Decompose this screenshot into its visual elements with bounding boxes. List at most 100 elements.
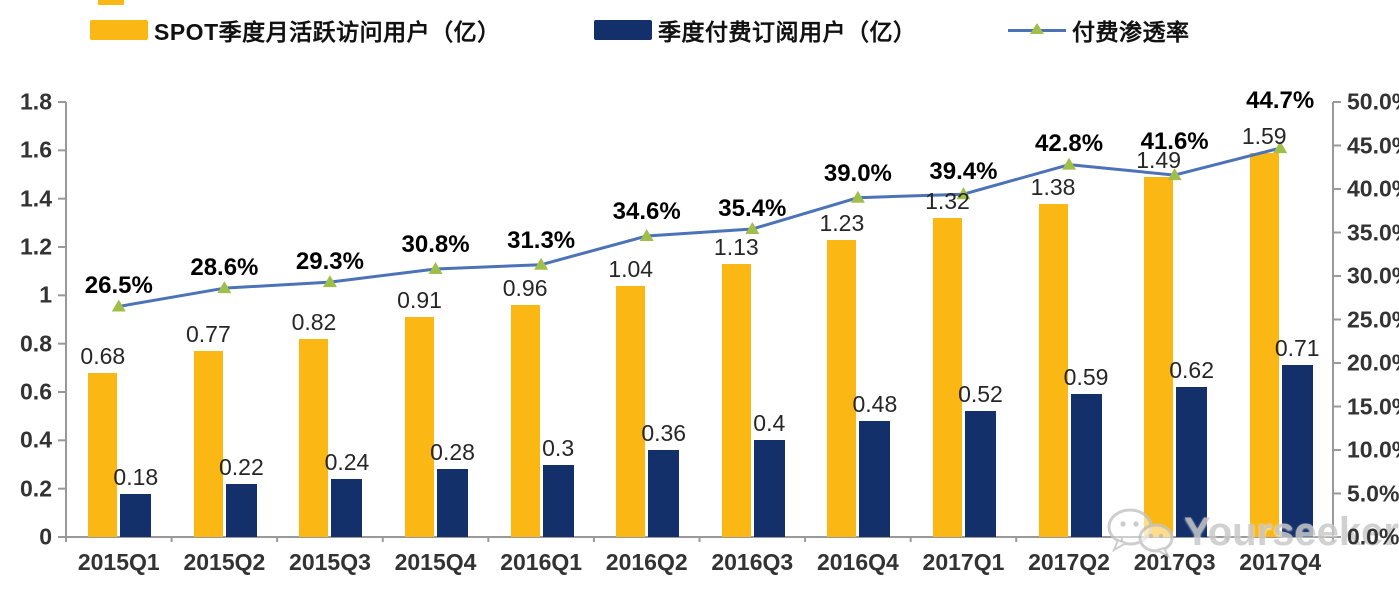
mau-value-label-2015Q3: 0.82 <box>291 308 337 335</box>
right-axis-tick-label: 35.0% <box>1347 219 1399 245</box>
penetration-label-2016Q4: 39.0% <box>823 159 892 187</box>
subs-value-label-2015Q3: 0.24 <box>324 449 370 475</box>
bar-mau-2016Q4 <box>827 239 857 537</box>
mau-value-label-2016Q3: 1.13 <box>713 233 759 260</box>
bar-subs-2015Q2 <box>225 483 257 537</box>
wechat-icon <box>1107 508 1174 558</box>
mau-legend-swatch <box>90 20 148 40</box>
x-axis-label-2017Q2: 2017Q2 <box>1028 549 1110 575</box>
bar-subs-2016Q4 <box>859 421 891 537</box>
subs-value-label-2016Q3: 0.4 <box>753 410 786 437</box>
right-axis-tick-label: 10.0% <box>1347 436 1399 463</box>
legend-item-subs: 季度付费订阅用户（亿） <box>594 16 917 45</box>
penetration-label-2016Q1: 31.3% <box>507 226 576 254</box>
bar-mau-2016Q3 <box>721 263 751 537</box>
subs-value-label-2017Q1: 0.52 <box>958 381 1003 408</box>
subs-value-label-2015Q2: 0.22 <box>218 453 264 480</box>
x-axis-label-2015Q4: 2015Q4 <box>394 549 477 575</box>
bar-subs-2015Q4 <box>437 469 469 537</box>
bar-subs-2017Q3 <box>1176 387 1208 537</box>
left-axis-tick-label: 1.4 <box>20 185 52 212</box>
cropped-yellow-artifact <box>98 0 124 5</box>
mau-value-label-2016Q1: 0.96 <box>502 275 548 301</box>
x-axis-label-2016Q4: 2016Q4 <box>816 549 899 575</box>
bar-mau-2016Q1 <box>510 305 540 537</box>
bar-subs-2015Q3 <box>331 479 363 537</box>
left-axis-tick-label: 1.8 <box>20 88 52 115</box>
left-axis-tick-label: 0.4 <box>20 426 52 453</box>
penetration-label-2017Q1: 39.4% <box>929 158 998 186</box>
penetration-label-2015Q3: 29.3% <box>295 248 364 276</box>
bar-mau-2015Q4 <box>405 317 435 537</box>
penetration-label-2015Q1: 26.5% <box>84 272 153 300</box>
mau-value-label-2015Q2: 0.77 <box>185 320 231 347</box>
bar-subs-2017Q4 <box>1281 365 1313 537</box>
mau-value-label-2016Q4: 1.23 <box>819 209 865 236</box>
bar-mau-2017Q1 <box>932 218 962 537</box>
subs-value-label-2015Q4: 0.28 <box>430 439 475 466</box>
x-axis-label-2016Q3: 2016Q3 <box>711 549 794 575</box>
mau-value-label-2017Q4: 1.59 <box>1241 122 1287 149</box>
x-axis-label-2015Q3: 2015Q3 <box>289 549 371 575</box>
subs-legend-label: 季度付费订阅用户（亿） <box>658 19 917 45</box>
left-axis-tick-label: 0 <box>39 523 52 550</box>
penetration-label-2015Q2: 28.6% <box>190 254 259 282</box>
legend-item-penetration: 付费渗透率 <box>1008 16 1190 45</box>
bar-subs-2017Q2 <box>1070 394 1102 537</box>
x-axis-label-2016Q2: 2016Q2 <box>605 549 688 575</box>
right-axis-tick-label: 20.0% <box>1347 349 1399 376</box>
left-axis-tick-label: 1.6 <box>20 136 52 163</box>
left-axis-tick-label: 1.2 <box>20 233 52 260</box>
right-axis-tick-label: 15.0% <box>1347 393 1399 419</box>
subs-value-label-2016Q1: 0.3 <box>542 434 575 461</box>
triangle-marker-icon <box>1030 23 1044 34</box>
bar-subs-2016Q1 <box>542 464 574 537</box>
x-axis-label-2017Q1: 2017Q1 <box>922 549 1005 575</box>
left-axis-tick-label: 1 <box>39 281 52 308</box>
x-axis-label-2016Q1: 2016Q1 <box>500 549 583 575</box>
left-axis-tick-label: 0.6 <box>20 378 52 405</box>
watermark-text: Yourseeker <box>1184 509 1399 554</box>
subs-value-label-2017Q3: 0.62 <box>1169 357 1215 384</box>
subs-value-label-2017Q2: 0.59 <box>1063 364 1109 391</box>
bar-subs-2017Q1 <box>964 411 996 537</box>
penetration-label-2017Q2: 42.8% <box>1035 129 1104 157</box>
penetration-label-2017Q4: 44.7% <box>1246 87 1315 115</box>
bar-mau-2015Q3 <box>299 338 329 537</box>
right-axis-tick-label: 0.0% <box>1347 523 1399 550</box>
x-axis-label-2015Q2: 2015Q2 <box>183 549 266 575</box>
penetration-legend-marker <box>1008 20 1066 40</box>
watermark: Yourseeker <box>1104 506 1399 558</box>
subs-legend-swatch <box>594 20 652 40</box>
penetration-label-2016Q2: 34.6% <box>612 197 681 225</box>
mau-legend-label: SPOT季度月活跃访问用户（亿） <box>154 19 501 45</box>
subs-value-label-2016Q4: 0.48 <box>852 391 898 417</box>
right-axis-tick-label: 30.0% <box>1347 262 1399 289</box>
bar-subs-2016Q2 <box>648 450 680 537</box>
mau-value-label-2017Q1: 1.32 <box>925 188 970 214</box>
right-axis-tick-label: 5.0% <box>1347 480 1399 506</box>
bar-subs-2015Q1 <box>120 493 152 537</box>
subs-value-label-2017Q4: 0.71 <box>1274 335 1320 362</box>
right-axis-tick-label: 45.0% <box>1347 132 1399 158</box>
x-axis-label-2017Q4: 2017Q4 <box>1239 549 1322 575</box>
penetration-label-2016Q3: 35.4% <box>718 195 787 223</box>
right-axis-tick-label: 40.0% <box>1347 175 1399 202</box>
x-axis-label-2015Q1: 2015Q1 <box>77 549 160 575</box>
x-axis-label-2017Q3: 2017Q3 <box>1133 549 1216 575</box>
right-axis-tick-label: 50.0% <box>1347 88 1399 115</box>
bar-mau-2015Q2 <box>193 350 223 537</box>
penetration-label-2017Q3: 41.6% <box>1140 128 1209 156</box>
subs-value-label-2016Q2: 0.36 <box>641 420 687 446</box>
mau-value-label-2015Q1: 0.68 <box>80 342 126 369</box>
mau-value-label-2016Q2: 1.04 <box>608 255 654 282</box>
mau-value-label-2017Q2: 1.38 <box>1030 173 1076 200</box>
bar-mau-2015Q1 <box>88 372 118 537</box>
legend-item-mau: SPOT季度月活跃访问用户（亿） <box>90 16 501 45</box>
bar-subs-2016Q3 <box>753 440 785 537</box>
right-axis-tick-label: 25.0% <box>1347 306 1399 332</box>
left-axis-tick-label: 0.2 <box>20 475 52 502</box>
mau-value-label-2015Q4: 0.91 <box>397 287 442 314</box>
left-axis-tick-label: 0.8 <box>20 330 52 357</box>
